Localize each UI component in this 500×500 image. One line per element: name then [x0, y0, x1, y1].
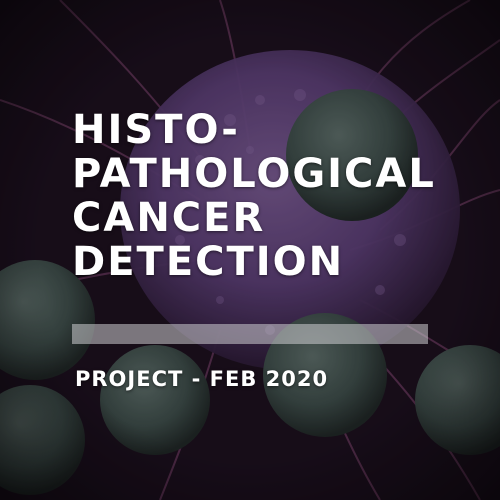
- project-title: HISTO- PATHOLOGICAL CANCER DETECTION: [72, 108, 436, 284]
- title-line-3: CANCER: [72, 195, 266, 241]
- title-line-4: DETECTION: [72, 239, 345, 285]
- title-line-2: PATHOLOGICAL: [72, 151, 436, 197]
- project-date-subtitle: PROJECT - FEB 2020: [75, 367, 329, 391]
- divider-bar: [72, 324, 428, 344]
- title-line-1: HISTO-: [72, 107, 240, 153]
